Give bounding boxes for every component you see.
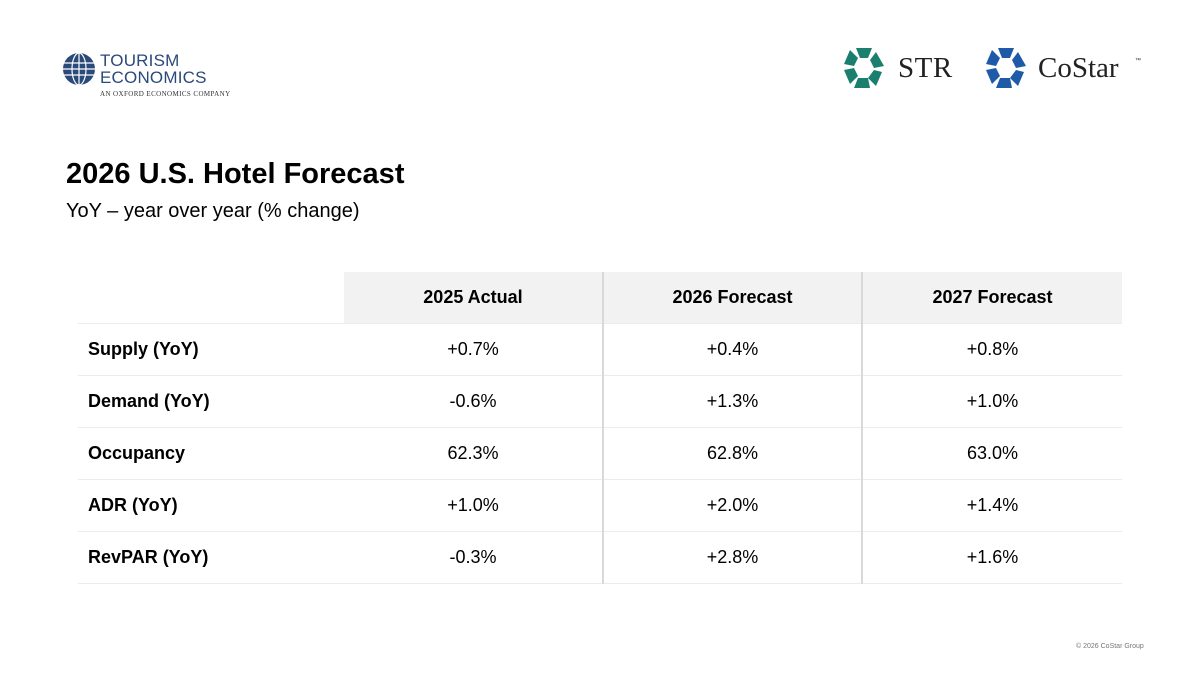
str-star-icon — [844, 48, 884, 88]
table-cell: 62.3% — [344, 427, 603, 480]
row-label-occupancy: Occupancy — [78, 427, 344, 480]
table-cell: 62.8% — [602, 427, 862, 480]
str-logo: STR — [842, 46, 972, 92]
row-label-adr: ADR (YoY) — [78, 479, 344, 532]
table-cell: +0.8% — [861, 323, 1122, 376]
table-cell: 63.0% — [861, 427, 1122, 480]
table-row: Supply (YoY) +0.7% +0.4% +0.8% — [78, 323, 1122, 376]
costar-star-icon — [986, 48, 1026, 88]
globe-icon — [63, 52, 95, 86]
table-header-blank — [78, 272, 344, 324]
table-cell: +1.0% — [344, 479, 603, 532]
table-cell: +2.0% — [602, 479, 862, 532]
column-header-2027-forecast: 2027 Forecast — [861, 272, 1122, 324]
table-header-row: 2025 Actual 2026 Forecast 2027 Forecast — [78, 272, 1122, 324]
str-logo-text: STR — [898, 52, 953, 84]
table-row: RevPAR (YoY) -0.3% +2.8% +1.6% — [78, 531, 1122, 584]
table-cell: +0.7% — [344, 323, 603, 376]
table-cell: -0.3% — [344, 531, 603, 584]
row-label-revpar: RevPAR (YoY) — [78, 531, 344, 584]
te-logo-subtitle: AN OXFORD ECONOMICS COMPANY — [100, 90, 231, 98]
te-logo-line2: ECONOMICS — [100, 68, 207, 87]
table-cell: -0.6% — [344, 375, 603, 428]
table-cell: +1.4% — [861, 479, 1122, 532]
row-label-supply: Supply (YoY) — [78, 323, 344, 376]
copyright-notice: © 2026 CoStar Group — [1076, 643, 1144, 650]
table-cell: +0.4% — [602, 323, 862, 376]
table-cell: +1.6% — [861, 531, 1122, 584]
tourism-economics-logo: TOURISM ECONOMICS AN OXFORD ECONOMICS CO… — [62, 50, 262, 105]
table-row: Occupancy 62.3% 62.8% 63.0% — [78, 427, 1122, 480]
te-logo-line1: TOURISM — [100, 51, 180, 70]
page-subtitle: YoY – year over year (% change) — [66, 200, 360, 222]
row-label-demand: Demand (YoY) — [78, 375, 344, 428]
column-header-2025-actual: 2025 Actual — [344, 272, 603, 324]
table-row: ADR (YoY) +1.0% +2.0% +1.4% — [78, 479, 1122, 532]
costar-logo: CoStar ™ — [984, 46, 1154, 92]
column-header-2026-forecast: 2026 Forecast — [602, 272, 862, 324]
table-cell: +1.3% — [602, 375, 862, 428]
table-row: Demand (YoY) -0.6% +1.3% +1.0% — [78, 375, 1122, 428]
page-title: 2026 U.S. Hotel Forecast — [66, 158, 405, 190]
costar-logo-text: CoStar — [1038, 52, 1119, 84]
forecast-table: 2025 Actual 2026 Forecast 2027 Forecast … — [78, 272, 1122, 584]
table-cell: +1.0% — [861, 375, 1122, 428]
table-cell: +2.8% — [602, 531, 862, 584]
costar-trademark: ™ — [1135, 58, 1141, 64]
